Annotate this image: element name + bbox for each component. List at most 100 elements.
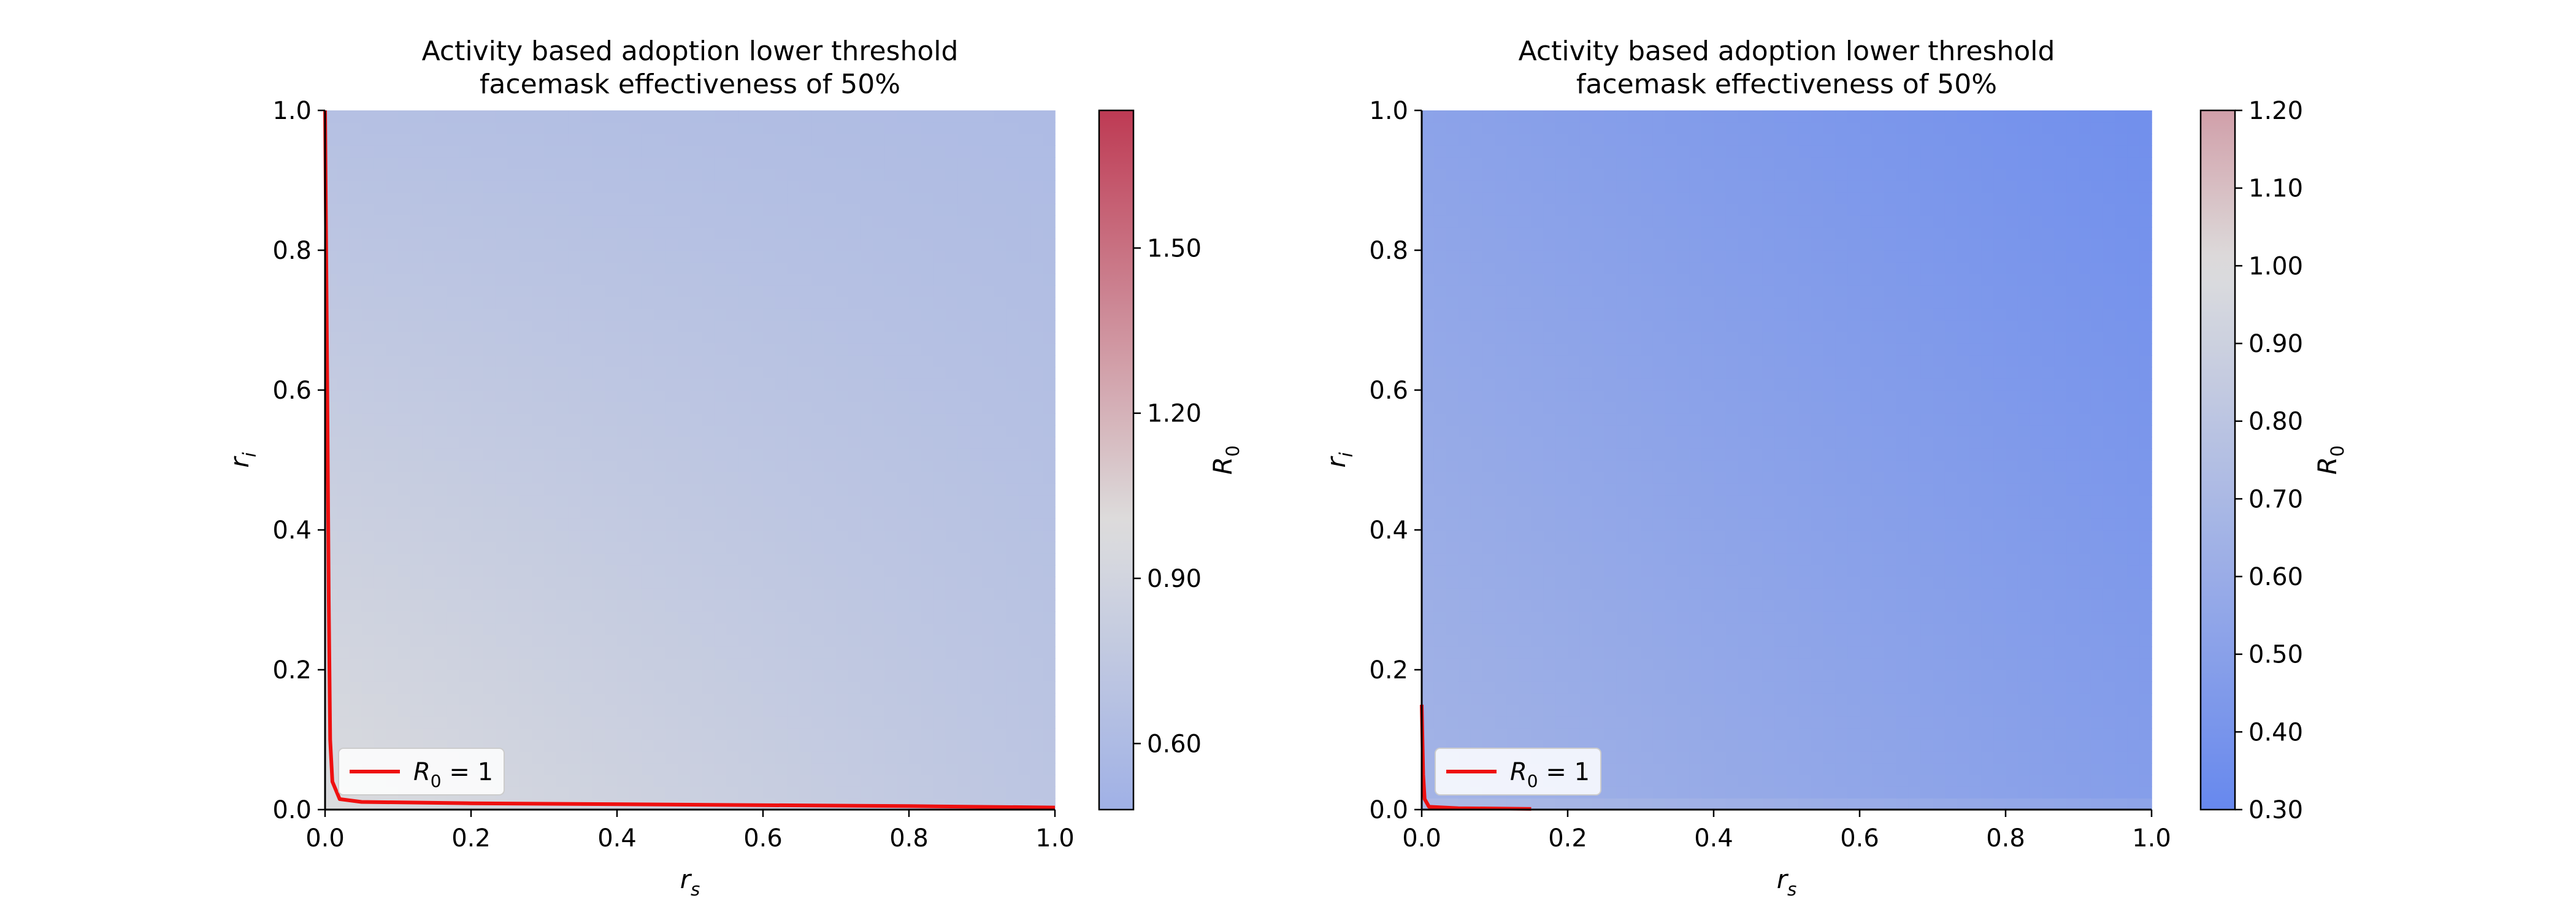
heatmap-cell [763, 600, 776, 612]
heatmap-cell [799, 472, 813, 484]
heatmap-cell [1592, 716, 1605, 729]
heatmap-cell [1543, 309, 1556, 321]
heatmap-cell [933, 367, 946, 379]
heatmap-cell [1495, 530, 1508, 542]
heatmap-cell [994, 600, 1007, 612]
heatmap-cell [1628, 658, 1641, 670]
heatmap-cell [751, 716, 764, 729]
heatmap-cell [897, 378, 910, 391]
heatmap-cell [386, 122, 399, 134]
heatmap-cell [714, 611, 727, 624]
heatmap-cell [434, 320, 448, 332]
heatmap-cell [483, 250, 496, 263]
heatmap-cell [872, 413, 886, 426]
heatmap-cell [824, 483, 837, 496]
heatmap-cell [1446, 192, 1459, 204]
heatmap-cell [775, 600, 788, 612]
heatmap-cell [1555, 180, 1568, 193]
heatmap-cell [1592, 472, 1605, 484]
heatmap-cell [605, 134, 618, 146]
heatmap-cell [933, 285, 946, 297]
heatmap-cell [1519, 728, 1532, 740]
heatmap-cell [1446, 588, 1459, 600]
heatmap-cell [495, 681, 508, 694]
heatmap-cell [544, 658, 557, 670]
heatmap-cell [1665, 705, 1678, 717]
heatmap-cell [568, 402, 581, 414]
heatmap-cell [1470, 332, 1483, 344]
heatmap-cell [349, 646, 362, 659]
heatmap-cell [1665, 553, 1678, 565]
heatmap-cell [787, 786, 800, 799]
heatmap-cell [799, 180, 813, 193]
heatmap-cell [361, 577, 375, 589]
heatmap-cell [1665, 285, 1678, 297]
heatmap-cell [884, 542, 897, 554]
heatmap-cell [386, 437, 399, 449]
heatmap-cell [1579, 320, 1593, 332]
heatmap-cell [471, 635, 484, 647]
heatmap-cell [738, 180, 751, 193]
heatmap-cell [1030, 693, 1043, 705]
heatmap-cell [726, 180, 740, 193]
heatmap-cell [1543, 320, 1556, 332]
heatmap-cell [495, 483, 508, 496]
heatmap-cell [1422, 600, 1435, 612]
heatmap-cell [374, 367, 386, 379]
heatmap-cell [884, 239, 897, 251]
heatmap-cell [1555, 681, 1568, 694]
heatmap-cell [836, 495, 849, 507]
heatmap-cell [1604, 343, 1617, 356]
heatmap-cell [325, 658, 338, 670]
heatmap-cell [1446, 343, 1459, 356]
heatmap-cell [836, 681, 849, 694]
heatmap-cell [1616, 262, 1629, 274]
heatmap-cell [884, 309, 897, 321]
heatmap-cell [678, 623, 691, 635]
heatmap-cell [811, 495, 824, 507]
heatmap-cell [982, 413, 995, 426]
colorbar-label-main: R [1208, 457, 1238, 475]
heatmap-cell [738, 786, 751, 799]
heatmap-cell [361, 378, 375, 391]
heatmap-cell [738, 274, 751, 286]
heatmap-cell [447, 588, 459, 600]
heatmap-cell [1579, 483, 1593, 496]
heatmap-cell [325, 110, 338, 123]
heatmap-cell [1018, 157, 1032, 169]
heatmap-cell [532, 740, 545, 752]
heatmap-cell [1482, 716, 1495, 729]
heatmap-cell [970, 367, 983, 379]
heatmap-cell [1628, 542, 1641, 554]
heatmap-cell [410, 204, 423, 216]
heatmap-cell [532, 565, 545, 577]
heatmap-cell [994, 367, 1007, 379]
heatmap-cell [726, 343, 740, 356]
heatmap-cell [738, 134, 751, 146]
heatmap-cell [374, 670, 386, 682]
heatmap-cell [447, 553, 459, 565]
heatmap-cell [921, 693, 934, 705]
heatmap-cell [751, 355, 764, 367]
heatmap-cell [751, 448, 764, 461]
heatmap-cell [860, 390, 873, 402]
heatmap-cell [787, 367, 800, 379]
heatmap-cell [799, 169, 813, 181]
heatmap-cell [982, 728, 995, 740]
heatmap-cell [1579, 169, 1593, 181]
heatmap-cell [787, 751, 800, 764]
heatmap-cell [568, 577, 581, 589]
heatmap-cell [483, 646, 496, 659]
heatmap-cell [884, 413, 897, 426]
heatmap-cell [629, 530, 642, 542]
heatmap-cell [410, 343, 423, 356]
heatmap-cell [933, 600, 946, 612]
heatmap-cell [398, 355, 411, 367]
heatmap-cell [617, 227, 630, 239]
heatmap-cell [1433, 623, 1447, 635]
heatmap-cell [945, 740, 959, 752]
heatmap-cell [337, 577, 350, 589]
heatmap-cell [1006, 285, 1019, 297]
heatmap-cell [605, 157, 618, 169]
heatmap-cell [872, 297, 886, 309]
